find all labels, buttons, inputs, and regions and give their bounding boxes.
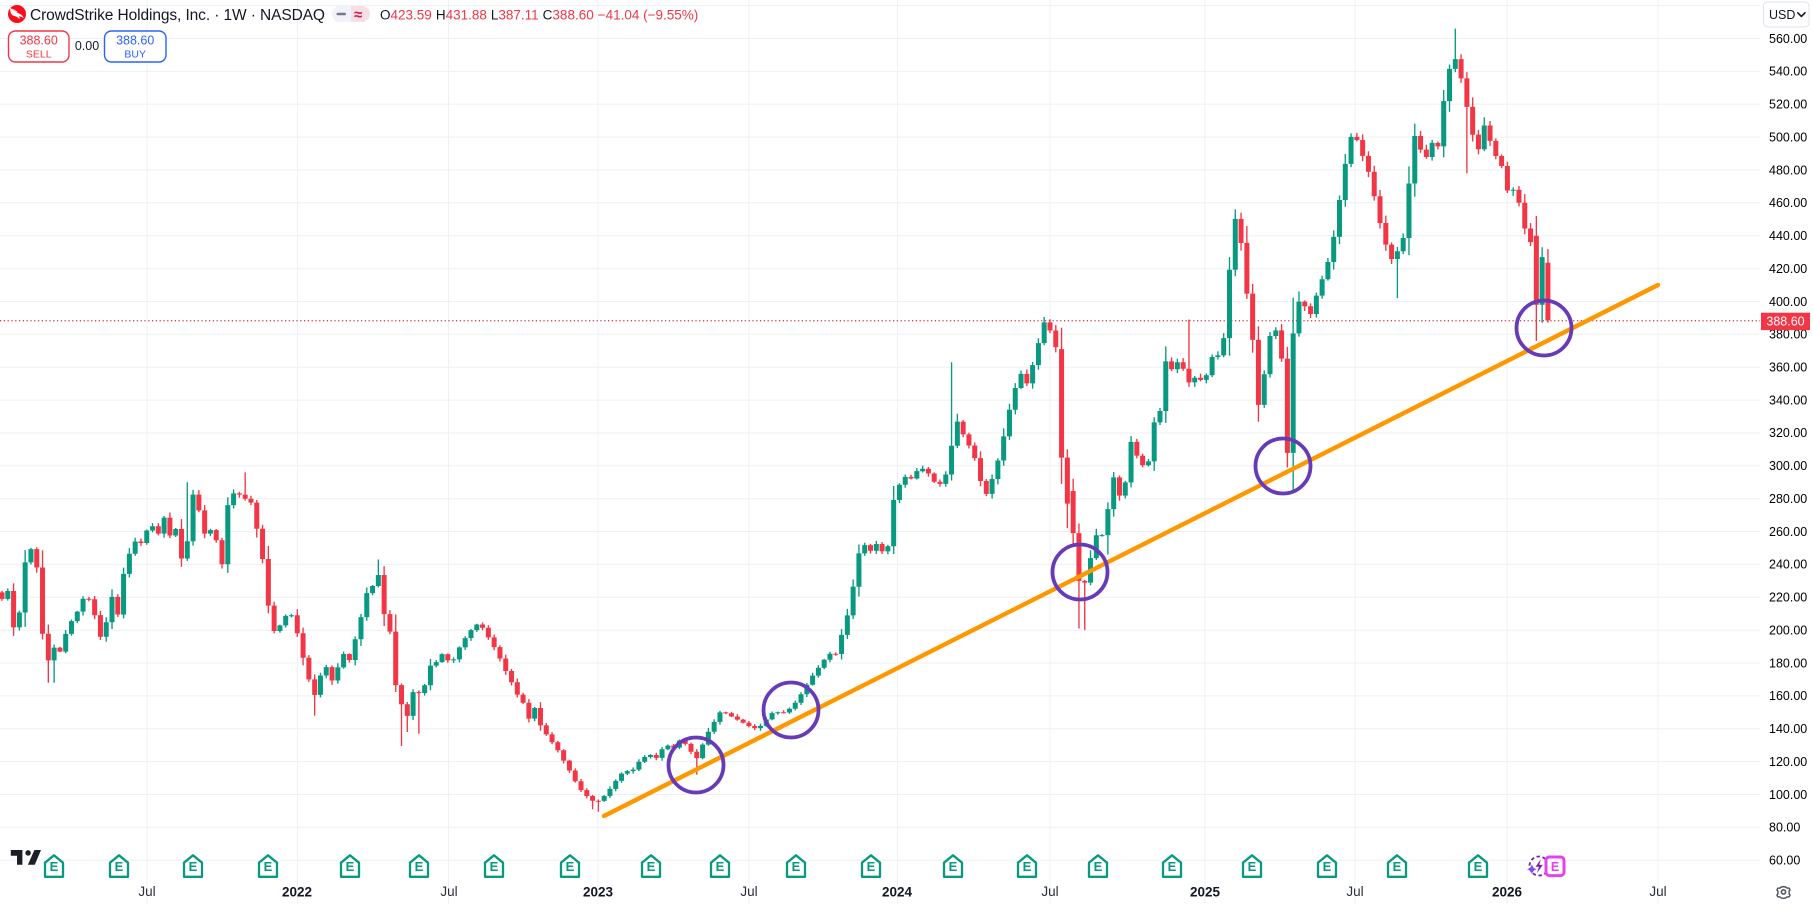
svg-text:180.00: 180.00: [1769, 656, 1807, 670]
svg-text:USD: USD: [1769, 8, 1795, 22]
svg-text:Jul: Jul: [1346, 884, 1363, 899]
svg-text:Jul: Jul: [1649, 884, 1666, 899]
svg-text:560.00: 560.00: [1769, 32, 1807, 46]
svg-text:Jul: Jul: [440, 884, 457, 899]
svg-text:BUY: BUY: [124, 49, 146, 61]
svg-text:388.60: 388.60: [1766, 315, 1804, 329]
svg-text:440.00: 440.00: [1769, 229, 1807, 243]
svg-text:400.00: 400.00: [1769, 295, 1807, 309]
svg-text:60.00: 60.00: [1769, 854, 1800, 868]
svg-text:2026: 2026: [1492, 885, 1523, 900]
svg-text:2025: 2025: [1190, 885, 1221, 900]
svg-text:240.00: 240.00: [1769, 558, 1807, 572]
svg-text:500.00: 500.00: [1769, 130, 1807, 144]
svg-text:420.00: 420.00: [1769, 262, 1807, 276]
svg-text:540.00: 540.00: [1769, 65, 1807, 79]
svg-text:340.00: 340.00: [1769, 393, 1807, 407]
svg-text:140.00: 140.00: [1769, 722, 1807, 736]
svg-text:2023: 2023: [583, 885, 614, 900]
svg-text:2024: 2024: [882, 885, 913, 900]
svg-text:SELL: SELL: [26, 49, 52, 61]
svg-text:320.00: 320.00: [1769, 426, 1807, 440]
svg-text:380.00: 380.00: [1769, 328, 1807, 342]
svg-text:280.00: 280.00: [1769, 492, 1807, 506]
svg-text:388.60: 388.60: [116, 34, 154, 48]
svg-text:Jul: Jul: [740, 884, 757, 899]
svg-text:≈: ≈: [354, 7, 362, 24]
svg-text:Jul: Jul: [138, 884, 155, 899]
svg-text:Jul: Jul: [1041, 884, 1058, 899]
svg-text:2022: 2022: [282, 885, 312, 900]
svg-text:220.00: 220.00: [1769, 591, 1807, 605]
svg-text:388.60: 388.60: [20, 34, 58, 48]
svg-text:100.00: 100.00: [1769, 788, 1807, 802]
svg-text:360.00: 360.00: [1769, 361, 1807, 375]
svg-text:200.00: 200.00: [1769, 624, 1807, 638]
svg-text:260.00: 260.00: [1769, 525, 1807, 539]
svg-text:520.00: 520.00: [1769, 98, 1807, 112]
svg-text:0.00: 0.00: [75, 39, 99, 53]
svg-text:300.00: 300.00: [1769, 459, 1807, 473]
svg-text:460.00: 460.00: [1769, 196, 1807, 210]
svg-text:480.00: 480.00: [1769, 163, 1807, 177]
svg-text:120.00: 120.00: [1769, 755, 1807, 769]
svg-text:CrowdStrike Holdings, Inc. · 1: CrowdStrike Holdings, Inc. · 1W · NASDAQ: [30, 7, 325, 24]
svg-text:E: E: [1551, 860, 1559, 874]
svg-text:80.00: 80.00: [1769, 821, 1800, 835]
svg-text:160.00: 160.00: [1769, 689, 1807, 703]
